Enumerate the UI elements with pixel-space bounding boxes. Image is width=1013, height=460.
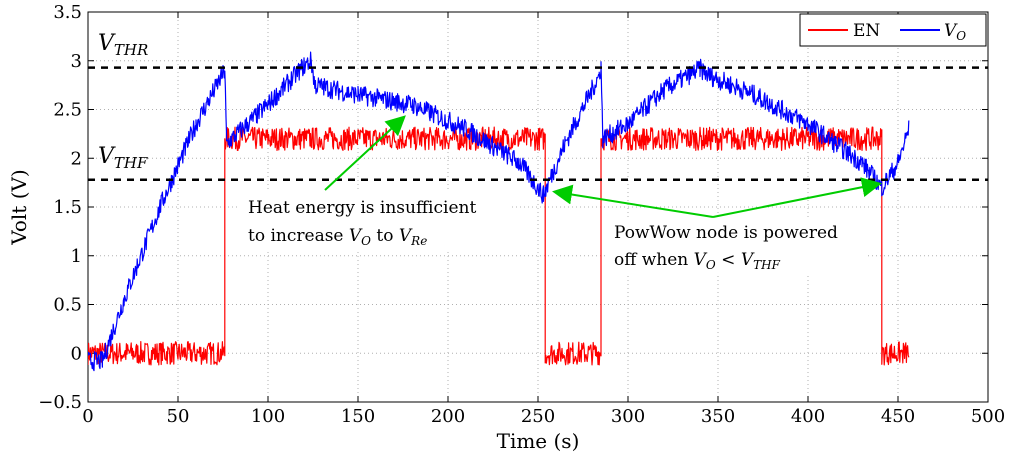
y-tick-label-4: 1.5 [53,197,82,218]
x-tick-label-10: 500 [971,406,1005,427]
svg-text:off when VO < VTHF: off when VO < VTHF [614,250,781,272]
series-line-1 [88,51,910,372]
legend-label-en: EN [853,21,880,41]
annotation-off-arrow-right [712,177,882,218]
annotation-heat-arrow [324,115,406,191]
svg-text:Heat energy is insufficient: Heat energy is insufficient [248,198,476,218]
legend-label-vo: VO [944,21,966,43]
reference-lines [88,66,988,181]
y-tick-label-5: 2 [71,148,82,169]
y-tick-label-0: −0.5 [38,392,82,413]
x-tick-label-4: 200 [431,406,465,427]
y-tick-label-1: 0 [71,343,82,364]
y-tick-label-8: 3.5 [53,2,82,23]
svg-text:to increase VO to VRe: to increase VO to VRe [248,226,427,248]
y-axis-label: Volt (V) [7,169,31,246]
x-tick-label-2: 100 [251,406,285,427]
axis-ticks: 0 50 100 150 200 250 300 350 400 450 500−0.500.511… [38,2,1005,427]
y-tick-label-3: 1 [71,246,82,267]
legend-box [799,13,987,47]
x-tick-label-1: 50 [167,406,190,427]
x-tick-label-7: 350 [701,406,735,427]
annotation-powered-off: PowWow node is powered off when VO < VTH… [552,177,882,274]
y-tick-label-2: 0.5 [53,295,82,316]
y-tick-label-6: 2.5 [53,100,82,121]
x-tick-label-8: 400 [791,406,825,427]
legend: EN VO [799,13,987,47]
vthf-label: VTHF [98,144,148,172]
x-tick-label-3: 150 [341,406,375,427]
y-tick-label-7: 3 [71,51,82,72]
series-layer [88,51,910,372]
annotation-heat: Heat energy is insufficient to increase … [240,115,510,250]
x-tick-label-5: 250 [521,406,555,427]
vthr-label: VTHR [98,31,148,59]
x-tick-label-0: 0 [82,406,93,427]
x-tick-label-9: 450 [881,406,915,427]
annotation-off-arrow-left [552,184,714,218]
x-tick-label-6: 300 [611,406,645,427]
svg-text:PowWow node is powered: PowWow node is powered [614,223,838,243]
x-axis-label: Time (s) [497,429,580,453]
